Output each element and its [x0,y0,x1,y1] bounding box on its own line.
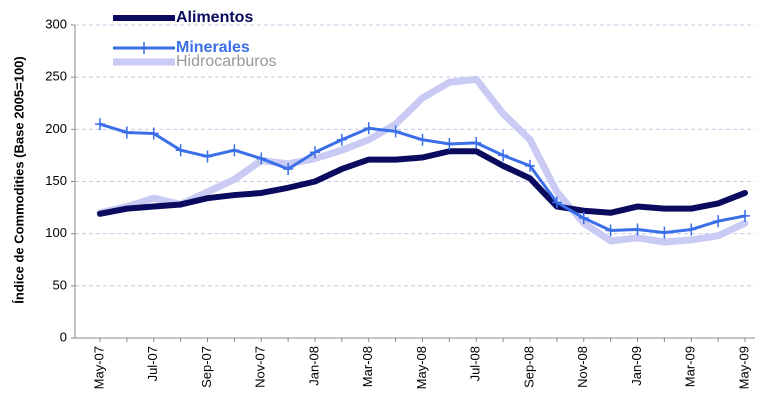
y-axis-label: Índice de Commodities (Base 2005=100) [11,56,26,303]
marker [95,118,105,131]
y-tick-label: 100 [45,225,67,240]
marker [417,133,428,146]
legend-label: Hidrocarburos [176,53,276,70]
y-tick-label: 0 [60,329,67,344]
marker [498,149,509,162]
legend-label: Alimentos [176,9,253,26]
marker [390,125,401,138]
marker [713,215,724,228]
x-tick-label: Mar-09 [683,346,698,387]
marker [283,162,294,175]
marker [686,223,697,236]
marker [551,196,562,209]
x-tick-label: May-08 [414,346,429,389]
x-tick-label: May-09 [736,346,751,389]
marker [471,136,482,149]
y-tick-label: 200 [45,121,67,136]
y-tick-label: 250 [45,69,67,84]
x-tick-label: May-07 [91,346,106,389]
legend-marker [139,42,149,54]
marker [659,226,670,239]
x-tick-label: Sep-07 [199,346,214,388]
y-tick-label: 300 [45,16,67,31]
marker [578,212,589,225]
legend-label: Minerales [176,39,250,56]
marker [525,159,535,172]
x-tick-label: Jul-07 [145,346,160,381]
marker [121,126,132,139]
x-tick-label: Jan-09 [629,346,644,386]
marker [202,150,213,163]
marker [336,133,347,146]
marker [256,152,267,165]
line-series [96,75,749,246]
marker [444,137,455,150]
line-series [97,148,748,217]
marker [632,223,643,236]
marker [605,224,616,237]
x-tick-label: Jul-08 [468,346,483,381]
x-tick-label: Sep-08 [521,346,536,388]
x-tick-label: Nov-08 [575,346,590,388]
y-tick-label: 150 [45,173,67,188]
x-tick-label: Jan-08 [306,346,321,386]
marker [148,127,159,140]
y-tick-label: 50 [53,277,67,292]
marker [229,144,240,157]
marker [310,146,320,159]
marker [740,209,750,222]
x-tick-label: Mar-08 [360,346,375,387]
x-tick-label: Nov-07 [253,346,268,388]
marker [175,144,186,157]
marker [363,122,374,135]
